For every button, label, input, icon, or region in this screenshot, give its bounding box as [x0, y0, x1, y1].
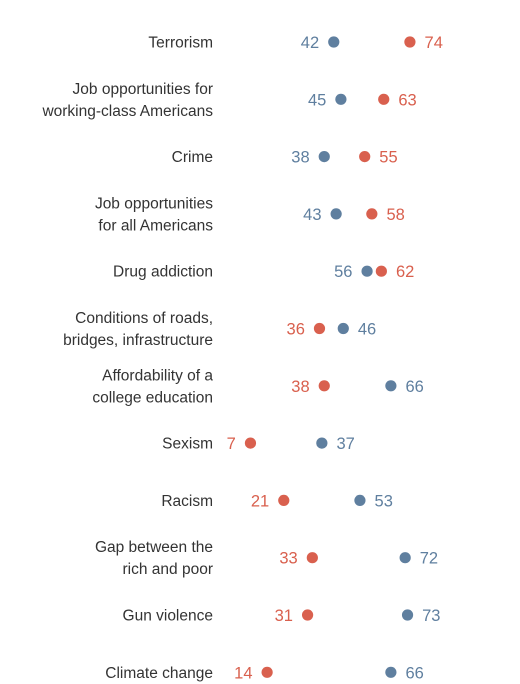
blue-value-label: 66 [405, 664, 423, 682]
chart-row: Drug addiction 56 62 [113, 263, 414, 281]
red-value-label: 33 [279, 550, 297, 568]
category-label-line: Affordability of a [102, 367, 213, 384]
blue-dot [401, 609, 414, 621]
category-label-line: Sexism [162, 436, 213, 453]
blue-dot [361, 265, 373, 277]
blue-value-label: 53 [375, 492, 393, 510]
blue-dot [399, 552, 411, 564]
chart-row: Racism 53 21 [161, 492, 393, 510]
category-label-line: Drug addiction [113, 264, 213, 281]
category-label-line: Job opportunities [95, 195, 213, 212]
category-label: Drug addiction [113, 264, 213, 281]
red-dot [261, 666, 273, 678]
category-label: Sexism [162, 436, 213, 453]
blue-dot [385, 666, 397, 678]
blue-dot [385, 380, 397, 392]
category-label: Gap between the rich and poor [95, 539, 213, 578]
category-label-line: Racism [161, 493, 213, 510]
blue-dot [318, 151, 330, 163]
red-dot [301, 609, 314, 621]
red-value-label: 62 [396, 263, 414, 281]
red-value-label: 55 [379, 149, 397, 167]
chart-row: Gun violence 73 31 [123, 607, 441, 625]
red-dot [244, 437, 257, 449]
blue-value-label: 72 [420, 550, 438, 568]
red-value-label: 58 [386, 206, 404, 224]
red-dot [313, 322, 326, 335]
category-label-line: Conditions of roads, [75, 310, 213, 327]
red-value-label: 14 [234, 664, 252, 682]
chart-row: Terrorism 42 74 [148, 34, 442, 52]
red-value-label: 7 [227, 435, 236, 453]
chart-row: Job opportunities for working-class Ameri… [41, 81, 416, 120]
category-label-line: for all Americans [98, 217, 213, 234]
red-value-label: 63 [398, 91, 416, 109]
blue-value-label: 66 [405, 378, 423, 396]
red-dot [359, 151, 371, 163]
blue-dot [337, 322, 349, 335]
red-value-label: 74 [425, 34, 443, 52]
category-label: Racism [161, 493, 213, 510]
red-dot [375, 265, 387, 277]
blue-value-label: 42 [301, 34, 319, 52]
category-label: Job opportunities for working-class Ameri… [41, 81, 213, 120]
category-label: Affordability of a college education [92, 367, 213, 406]
chart-row: Sexism 37 7 [162, 435, 355, 453]
blue-value-label: 43 [303, 206, 321, 224]
chart-row: Affordability of a college education 66 38 [92, 367, 423, 406]
red-dot [366, 208, 378, 220]
category-label-line: Climate change [105, 665, 213, 682]
chart-row: Climate change 66 14 [105, 664, 424, 682]
chart-row: Gap between the rich and poor 72 33 [95, 539, 438, 578]
category-label-line: bridges, infrastructure [63, 332, 213, 349]
category-label-line: Gap between the [95, 539, 213, 556]
category-label-line: Crime [172, 149, 213, 166]
category-label: Gun violence [123, 608, 213, 625]
category-label-line: working-class Americans [41, 103, 213, 120]
blue-value-label: 46 [358, 321, 376, 339]
category-label-line: Job opportunities for [73, 81, 213, 98]
blue-dot [354, 494, 366, 506]
red-value-label: 36 [287, 321, 305, 339]
blue-dot [335, 93, 347, 105]
category-label: Terrorism [148, 35, 213, 52]
blue-dot [328, 36, 340, 48]
blue-value-label: 45 [308, 91, 326, 109]
blue-value-label: 37 [336, 435, 354, 453]
chart-row: Crime 38 55 [172, 149, 398, 167]
red-value-label: 21 [251, 492, 269, 510]
category-label-line: rich and poor [123, 561, 213, 578]
blue-value-label: 56 [334, 263, 352, 281]
blue-dot [316, 437, 328, 449]
category-label-line: Terrorism [148, 35, 213, 52]
blue-value-label: 73 [422, 607, 440, 625]
red-dot [278, 494, 290, 506]
red-dot [378, 93, 390, 105]
category-label: Climate change [105, 665, 213, 682]
red-dot [318, 380, 330, 392]
blue-dot [330, 208, 342, 220]
red-dot [306, 552, 318, 564]
category-label: Crime [172, 149, 213, 166]
category-label-line: college education [92, 389, 213, 406]
chart-row: Job opportunities for all Americans 43 58 [95, 195, 405, 234]
blue-value-label: 38 [291, 149, 309, 167]
red-dot [404, 36, 416, 48]
category-label-line: Gun violence [123, 608, 213, 625]
red-value-label: 38 [291, 378, 309, 396]
chart-row: Conditions of roads, bridges, infrastruct… [63, 310, 376, 349]
category-label: Conditions of roads, bridges, infrastruct… [63, 310, 213, 349]
red-value-label: 31 [275, 607, 293, 625]
category-label: Job opportunities for all Americans [95, 195, 213, 234]
